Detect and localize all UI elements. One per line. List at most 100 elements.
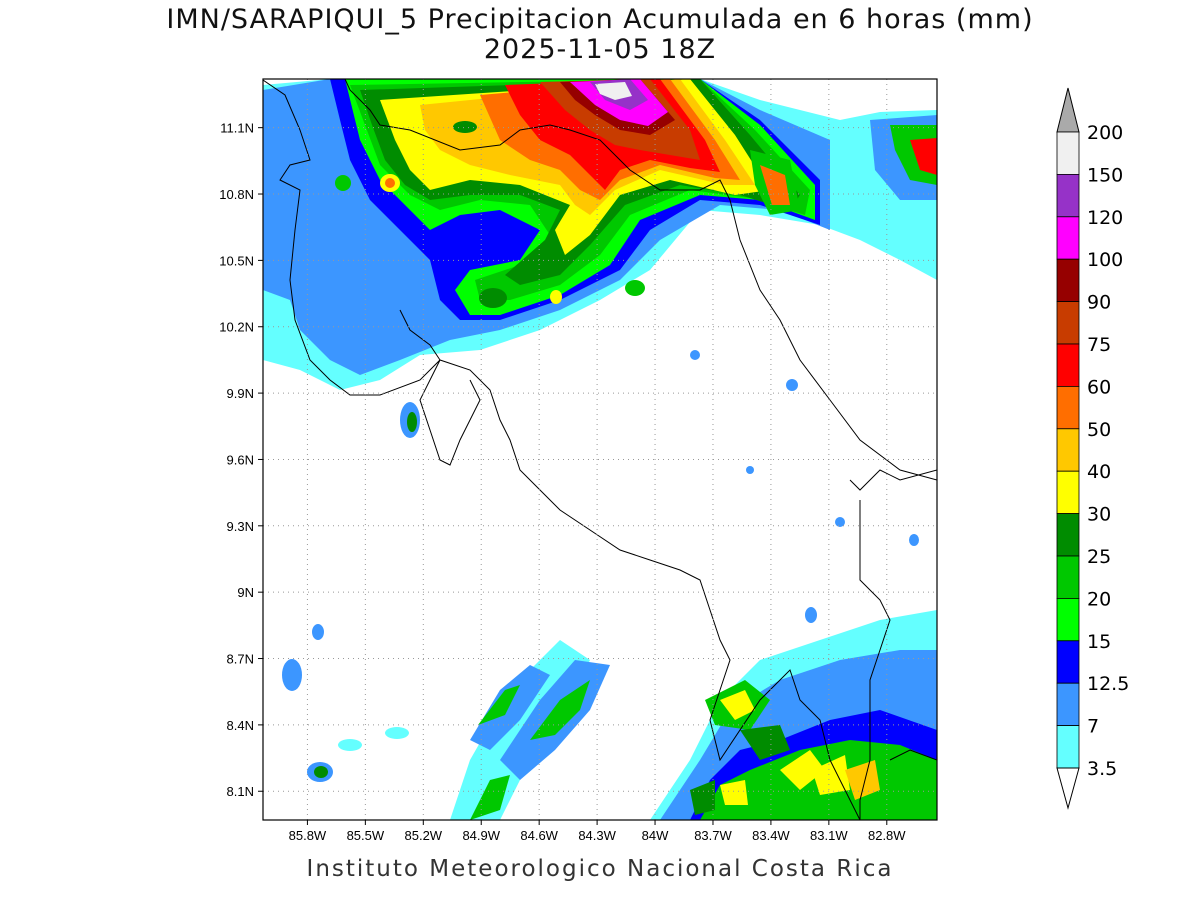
colorbar-swatch <box>1056 258 1080 303</box>
colorbar-under-triangle <box>1056 767 1080 810</box>
colorbar-level-label: 120 <box>1087 207 1123 229</box>
rain-cell-se-7 <box>720 780 748 805</box>
latitude-labels: 11.1N 10.8N 10.5N 10.2N 9.9N 9.6N 9.3N 9N 8.7N 8.… <box>219 121 263 799</box>
colorbar-swatch <box>1056 173 1080 218</box>
rain-cell-sw-5 <box>338 739 362 751</box>
colorbar-level-label: 75 <box>1087 334 1111 356</box>
rain-cell-ne-2 <box>760 165 790 205</box>
rain-cell-se-8 <box>690 780 715 815</box>
lon-tick-label: 83.4W <box>752 828 790 843</box>
rain-cell-n-1 <box>479 288 507 308</box>
rain-cell-se-5 <box>812 755 850 795</box>
footer-credit: Instituto Meteorologico Nacional Costa R… <box>306 856 894 882</box>
lon-tick-label: 84W <box>642 828 669 843</box>
colorbar-swatch <box>1056 428 1080 472</box>
rain-cell-n-3 <box>625 280 645 296</box>
rain-area-north-200 <box>595 82 632 100</box>
colorbar-level-label: 30 <box>1087 504 1111 526</box>
rain-cell-n-5 <box>407 412 417 432</box>
pacific-coastline-north <box>263 79 861 820</box>
rain-cell-se-6 <box>845 760 880 800</box>
lat-tick-label: 9.6N <box>227 452 254 467</box>
lon-tick-label: 83.1W <box>810 828 848 843</box>
colorbar-swatch <box>1056 131 1080 175</box>
colorbar-swatch <box>1056 555 1080 599</box>
lat-tick-label: 10.2N <box>219 320 254 335</box>
rain-cell-n-2 <box>550 290 562 304</box>
lon-tick-label: 85.2W <box>405 828 443 843</box>
rain-cell-mid-7 <box>312 624 324 640</box>
rain-cell-mid-2 <box>786 379 798 391</box>
rain-cell-sw-3 <box>314 766 328 778</box>
colorbar-level-label: 15 <box>1087 631 1111 653</box>
colorbar-swatch <box>1056 385 1080 430</box>
colorbar-level-label: 20 <box>1087 588 1111 610</box>
colorbar-swatch <box>1056 216 1080 260</box>
longitude-labels: 85.8W 85.5W 85.2W 84.9W 84.6W 84.3W 84W 83.7W 83… <box>289 820 906 843</box>
rain-band-south-3 <box>478 685 520 725</box>
colorbar-swatch <box>1056 343 1080 387</box>
panama-border <box>849 469 937 820</box>
lon-tick-label: 83.7W <box>694 828 732 843</box>
lat-tick-label: 8.1N <box>227 784 254 799</box>
lat-tick-label: 9.3N <box>227 519 254 534</box>
rain-cell-nw-4 <box>453 121 477 133</box>
colorbar-level-label: 25 <box>1087 546 1111 568</box>
lat-tick-label: 9.9N <box>227 386 254 401</box>
nicaragua-costa-rica-border <box>344 79 937 481</box>
colorbar-level-label: 200 <box>1087 122 1123 144</box>
rain-cell-se-4 <box>780 750 825 790</box>
colorbar-swatch <box>1056 470 1080 515</box>
colorbar-level-label: 100 <box>1087 249 1123 271</box>
rain-band-south-6 <box>470 775 510 820</box>
colorbar-swatch <box>1056 598 1080 642</box>
rain-cell-ne-5 <box>910 138 937 175</box>
colorbar-swatch <box>1056 682 1080 727</box>
colorbar-level-label: 50 <box>1087 419 1111 441</box>
rain-cell-mid-4 <box>835 517 845 527</box>
precipitation-field <box>263 79 937 820</box>
rain-band-south-5 <box>530 680 590 740</box>
lon-tick-label: 84.6W <box>520 828 558 843</box>
nicoya-peninsula <box>399 309 481 466</box>
colorbar-swatch <box>1056 301 1080 345</box>
lat-tick-label: 8.4N <box>227 718 254 733</box>
coastlines <box>263 79 937 820</box>
lon-tick-label: 85.5W <box>347 828 385 843</box>
lon-tick-label: 84.3W <box>578 828 616 843</box>
map-title: IMN/SARAPIQUI_5 Precipitacion Acumulada … <box>166 4 1034 35</box>
colorbar: 3.5 7 12.5 15 20 25 30 40 50 60 75 90 100 120 150 200 <box>1056 87 1129 810</box>
colorbar-level-label: 150 <box>1087 164 1123 186</box>
lat-tick-label: 8.7N <box>227 652 254 667</box>
rain-cell-sw-1 <box>282 659 302 691</box>
rain-cell-se-3 <box>740 725 790 760</box>
rain-cell-sw-4 <box>385 727 409 739</box>
lon-tick-label: 82.8W <box>868 828 906 843</box>
colorbar-level-label: 40 <box>1087 461 1111 483</box>
rain-cell-nw-3 <box>335 175 351 191</box>
rain-cell-se-2 <box>720 690 755 720</box>
rain-cell-mid-5 <box>909 534 919 546</box>
lat-tick-label: 10.5N <box>219 253 254 268</box>
rain-cell-nw-2 <box>385 178 395 188</box>
lon-tick-label: 84.9W <box>462 828 500 843</box>
lon-tick-label: 85.8W <box>289 828 327 843</box>
lat-tick-label: 11.1N <box>220 121 254 136</box>
colorbar-swatch <box>1056 725 1080 769</box>
rain-cell-mid-6 <box>805 607 817 623</box>
lat-tick-label: 9N <box>237 585 254 600</box>
map-datetime: 2025-11-05 18Z <box>483 34 717 65</box>
colorbar-level-label: 60 <box>1087 376 1111 398</box>
colorbar-level-label: 90 <box>1087 292 1111 314</box>
colorbar-swatch <box>1056 640 1080 684</box>
lat-tick-label: 10.8N <box>219 187 254 202</box>
colorbar-swatch <box>1056 513 1080 557</box>
rain-cell-mid-1 <box>690 350 700 360</box>
colorbar-level-label: 7 <box>1087 716 1099 738</box>
plot-frame <box>262 78 938 821</box>
grid <box>263 79 937 820</box>
colorbar-over-triangle <box>1056 87 1080 133</box>
rain-band-south-2 <box>470 665 550 750</box>
rain-cell-mid-3 <box>746 466 754 474</box>
